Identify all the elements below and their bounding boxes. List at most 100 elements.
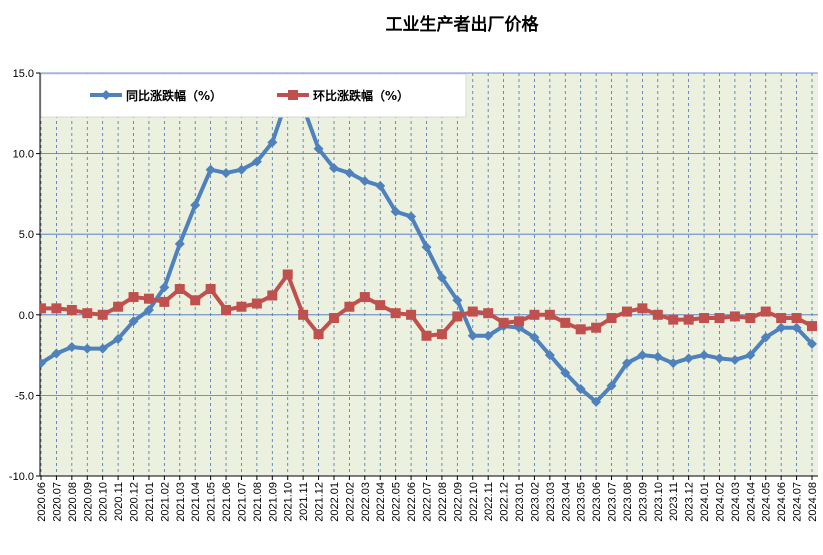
data-point bbox=[251, 298, 262, 309]
data-point bbox=[621, 306, 632, 317]
y-tick-label: 0.0 bbox=[19, 310, 34, 322]
data-point bbox=[791, 322, 802, 333]
data-point bbox=[791, 313, 802, 324]
y-tick-label: 15.0 bbox=[13, 68, 34, 80]
x-tick-label: 2022.07 bbox=[422, 482, 434, 522]
data-point bbox=[699, 313, 710, 324]
data-point bbox=[174, 284, 185, 295]
data-point bbox=[313, 143, 324, 154]
x-tick-label: 2023.05 bbox=[576, 482, 588, 522]
data-point bbox=[560, 317, 571, 328]
data-point bbox=[221, 304, 232, 315]
series-layer bbox=[40, 92, 817, 407]
data-point bbox=[40, 358, 46, 369]
x-tick-label: 2022.05 bbox=[391, 482, 403, 522]
x-tick-label: 2021.11 bbox=[298, 482, 310, 521]
data-point bbox=[483, 330, 494, 341]
data-point bbox=[113, 301, 124, 312]
data-point bbox=[452, 311, 463, 322]
data-point bbox=[190, 200, 201, 211]
data-point bbox=[174, 238, 185, 249]
x-tick-label: 2021.06 bbox=[221, 482, 233, 522]
data-point bbox=[668, 314, 679, 325]
data-point bbox=[143, 304, 154, 315]
x-tick-label: 2021.10 bbox=[283, 482, 295, 522]
data-point bbox=[652, 309, 663, 320]
data-point bbox=[205, 284, 216, 295]
data-point bbox=[436, 329, 447, 340]
x-tick-label: 2024.06 bbox=[776, 482, 788, 522]
x-tick-label: 2022.11 bbox=[483, 482, 495, 521]
x-tick-label: 2023.09 bbox=[637, 482, 649, 522]
data-point bbox=[544, 350, 555, 361]
x-tick-label: 2021.12 bbox=[314, 482, 326, 522]
x-tick-label: 2022.06 bbox=[406, 482, 418, 522]
x-tick-label: 2022.04 bbox=[375, 482, 387, 522]
data-point bbox=[544, 309, 555, 320]
data-point bbox=[328, 163, 339, 174]
data-point bbox=[683, 353, 694, 364]
x-tick-label: 2023.08 bbox=[622, 482, 634, 522]
data-point bbox=[97, 343, 108, 354]
chart-title: 工业生产者出厂价格 bbox=[386, 14, 540, 35]
x-tick-label: 2024.04 bbox=[745, 482, 757, 522]
x-tick-label: 2023.02 bbox=[529, 482, 541, 522]
x-tick-label: 2020.06 bbox=[36, 482, 48, 522]
data-point bbox=[375, 180, 386, 191]
data-point bbox=[344, 301, 355, 312]
data-point bbox=[251, 156, 262, 167]
x-tick-label: 2024.08 bbox=[807, 482, 819, 522]
x-tick-label: 2020.12 bbox=[129, 482, 141, 522]
data-point bbox=[591, 396, 602, 407]
data-point bbox=[159, 282, 170, 293]
x-tick-label: 2021.09 bbox=[267, 482, 279, 522]
x-tick-label: 2023.12 bbox=[684, 482, 696, 522]
data-point bbox=[745, 313, 756, 324]
x-tick-label: 2021.04 bbox=[190, 482, 202, 522]
data-point bbox=[159, 296, 170, 307]
data-point bbox=[51, 348, 62, 359]
data-point bbox=[313, 329, 324, 340]
data-point bbox=[40, 303, 46, 314]
data-point bbox=[575, 383, 586, 394]
x-tick-label: 2021.03 bbox=[175, 482, 187, 522]
data-point bbox=[714, 353, 725, 364]
data-point bbox=[807, 321, 817, 332]
data-point bbox=[575, 324, 586, 335]
data-point bbox=[421, 242, 432, 253]
data-point bbox=[328, 313, 339, 324]
x-tick-label: 2024.05 bbox=[761, 482, 773, 522]
data-point bbox=[390, 308, 401, 319]
data-point bbox=[436, 272, 447, 283]
data-point bbox=[514, 316, 525, 327]
data-point bbox=[205, 164, 216, 175]
x-tick-label: 2024.02 bbox=[714, 482, 726, 522]
data-point bbox=[113, 333, 124, 344]
x-tick-label: 2024.03 bbox=[730, 482, 742, 522]
data-point bbox=[714, 313, 725, 324]
legend-marker-2 bbox=[288, 90, 298, 100]
legend: 同比涨跌幅（%） 环比涨跌幅（%） bbox=[40, 73, 467, 118]
data-point bbox=[760, 332, 771, 343]
data-point bbox=[82, 308, 93, 319]
x-tick-label: 2022.09 bbox=[452, 482, 464, 522]
legend-label-2: 环比涨跌幅（%） bbox=[313, 88, 409, 103]
data-point bbox=[421, 330, 432, 341]
y-tick-label: 5.0 bbox=[19, 229, 34, 241]
x-tick-label: 2021.02 bbox=[159, 482, 171, 522]
data-point bbox=[406, 309, 417, 320]
data-point bbox=[82, 343, 93, 354]
y-tick-label: -10.0 bbox=[9, 471, 34, 483]
data-point bbox=[143, 293, 154, 304]
data-point bbox=[606, 380, 617, 391]
x-tick-label: 2022.03 bbox=[360, 482, 372, 522]
x-tick-label: 2023.06 bbox=[591, 482, 603, 522]
plot-background bbox=[40, 73, 818, 476]
data-point bbox=[190, 295, 201, 306]
y-tick-label: -5.0 bbox=[15, 390, 34, 402]
legend-label-1: 同比涨跌幅（%） bbox=[126, 88, 222, 103]
x-tick-label: 2023.11 bbox=[668, 482, 680, 521]
x-tick-label: 2022.02 bbox=[344, 482, 356, 522]
data-point bbox=[637, 350, 648, 361]
